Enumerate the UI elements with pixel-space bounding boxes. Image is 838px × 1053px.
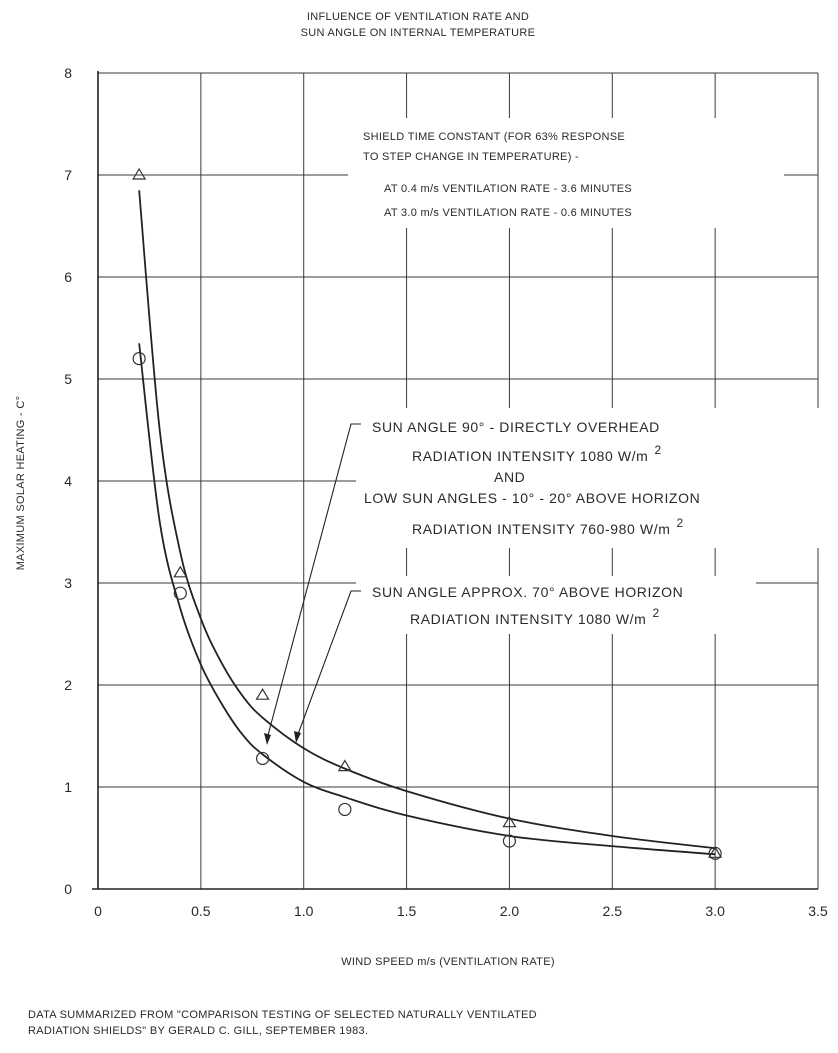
x-axis-label: WIND SPEED m/s (VENTILATION RATE) (341, 956, 555, 968)
y-tick-label: 3 (64, 575, 72, 591)
series-2-curve (138, 343, 716, 856)
lower-label-bg (356, 576, 756, 634)
axes (92, 71, 818, 890)
lower-label-line-2: RADIATION INTENSITY 1080 W/m 2 (410, 606, 660, 627)
y-tick-label: 5 (64, 371, 72, 387)
source-note-line-1: DATA SUMMARIZED FROM "COMPARISON TESTING… (28, 1009, 537, 1021)
shield-note-line-3: AT 0.4 m/s VENTILATION RATE - 3.6 MINUTE… (384, 183, 632, 195)
x-tick-label: 1.5 (397, 903, 417, 919)
circle-data-point (502, 834, 517, 848)
source-note-line-2: RADIATION SHIELDS" BY GERALD C. GILL, SE… (28, 1025, 368, 1037)
circle-data-point (708, 846, 722, 860)
tick-labels: 0 0.5 1.0 1.5 2.0 2.5 3.0 3.5 0 1 2 3 4 5 6 7 8 (64, 65, 828, 919)
x-tick-label: 0 (94, 903, 102, 919)
x-tick-label: 3.5 (808, 903, 828, 919)
y-tick-label: 7 (64, 167, 72, 183)
upper-label-line-4: LOW SUN ANGLES - 10° - 20° ABOVE HORIZON (364, 490, 700, 506)
x-tick-label: 1.0 (294, 903, 314, 919)
circle-data-point (173, 586, 187, 600)
shield-note-bg (348, 118, 784, 228)
shield-note-line-2: TO STEP CHANGE IN TEMPERATURE) - (363, 151, 579, 163)
upper-label-bg (356, 408, 836, 548)
circle-data-point (255, 751, 270, 766)
upper-label-line-1: SUN ANGLE 90° - DIRECTLY OVERHEAD (372, 419, 660, 435)
x-tick-label: 2.0 (500, 903, 520, 919)
upper-label-line-5: RADIATION INTENSITY 760-980 W/m 2 (412, 516, 684, 537)
data-markers (132, 167, 723, 860)
triangle-data-point (132, 167, 147, 180)
y-axis-label: MAXIMUM SOLAR HEATING - C° (15, 396, 27, 571)
shield-note-line-1: SHIELD TIME CONSTANT (FOR 63% RESPONSE (363, 131, 625, 143)
triangle-data-point (502, 815, 517, 828)
triangle-data-point (173, 565, 188, 578)
x-tick-label: 0.5 (191, 903, 211, 919)
chart-title: INFLUENCE OF VENTILATION RATE AND (307, 11, 529, 23)
y-tick-label: 6 (64, 269, 72, 285)
triangle-data-point (708, 846, 723, 858)
y-tick-label: 8 (64, 65, 72, 81)
x-tick-label: 2.5 (603, 903, 623, 919)
y-tick-label: 0 (64, 881, 72, 897)
shield-note-line-4: AT 3.0 m/s VENTILATION RATE - 0.6 MINUTE… (384, 207, 632, 219)
upper-label-leader (264, 423, 361, 745)
y-tick-label: 4 (64, 473, 72, 489)
y-tick-label: 2 (64, 677, 72, 693)
circle-data-point (132, 352, 146, 366)
chart-subtitle: SUN ANGLE ON INTERNAL TEMPERATURE (301, 27, 536, 39)
curves (138, 190, 716, 856)
upper-label-line-3: AND (494, 469, 525, 485)
lower-label-line-1: SUN ANGLE APPROX. 70° ABOVE HORIZON (372, 584, 683, 600)
triangle-data-point (255, 688, 270, 700)
upper-label-line-2: RADIATION INTENSITY 1080 W/m 2 (412, 443, 662, 464)
lower-label-leader (294, 590, 361, 743)
series-1-curve (138, 190, 716, 850)
circle-data-point (338, 802, 352, 817)
x-tick-label: 3.0 (705, 903, 725, 919)
y-tick-label: 1 (64, 779, 72, 795)
triangle-data-point (337, 759, 352, 772)
